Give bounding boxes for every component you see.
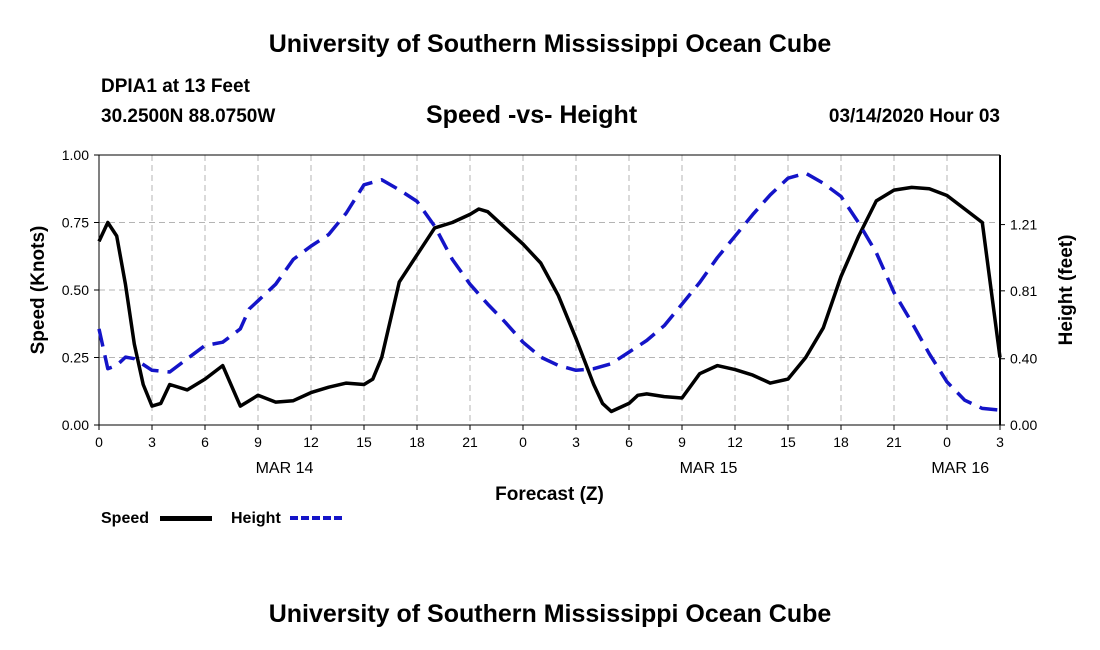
axis-labels: 0 3 6 9 12 15 18 21 0 3 6 9 12 15 18 21 0 3 0.00 0.25 0.50 0.… — [28, 147, 1077, 505]
date-label: MAR 14 — [256, 460, 314, 477]
x-tick-label: 18 — [833, 434, 849, 450]
station-label: DPIA1 at 13 Feet — [101, 76, 250, 97]
y-tick-label: 0.75 — [62, 215, 89, 231]
date-label: MAR 15 — [680, 460, 738, 477]
legend-height-label: Height — [231, 510, 281, 527]
y2-tick-label: 0.81 — [1010, 283, 1037, 299]
x-tick-label: 12 — [303, 434, 319, 450]
x-tick-label: 9 — [254, 434, 262, 450]
x-tick-label: 6 — [201, 434, 209, 450]
legend-speed-swatch — [160, 516, 212, 521]
axes — [94, 154, 1005, 430]
x-tick-label: 3 — [572, 434, 580, 450]
run-time: 03/14/2020 Hour 03 — [828, 106, 1000, 127]
x-tick-label: 15 — [780, 434, 796, 450]
y-tick-label: 0.25 — [62, 350, 89, 366]
footer-title: University of Southern Mississippi Ocean… — [268, 600, 832, 628]
x-tick-label: 15 — [356, 434, 372, 450]
x-tick-label: 0 — [943, 434, 951, 450]
x-tick-label: 3 — [148, 434, 156, 450]
x-tick-label: 21 — [462, 434, 478, 450]
x-axis-title: Forecast (Z) — [495, 484, 604, 505]
page-title: University of Southern Mississippi Ocean… — [268, 30, 832, 58]
station-coordinates: 30.2500N 88.0750W — [101, 106, 276, 127]
x-tick-label: 0 — [519, 434, 527, 450]
legend-height-swatch — [290, 516, 342, 520]
x-tick-label: 9 — [678, 434, 686, 450]
x-tick-label: 0 — [95, 434, 103, 450]
y-tick-label: 1.00 — [62, 147, 89, 163]
y-axis-title: Speed (Knots) — [28, 226, 49, 355]
legend-speed-label: Speed — [101, 510, 150, 527]
date-label: MAR 16 — [931, 460, 989, 477]
x-tick-label: 12 — [727, 434, 743, 450]
y2-tick-label: 0.00 — [1010, 417, 1037, 433]
y2-tick-label: 0.40 — [1010, 351, 1037, 367]
y-tick-label: 0.00 — [62, 417, 89, 433]
x-tick-label: 6 — [625, 434, 633, 450]
y-tick-label: 0.50 — [62, 282, 89, 298]
x-tick-label: 3 — [996, 434, 1004, 450]
grid — [99, 155, 1000, 425]
series-layer — [97, 171, 1002, 414]
speed-line — [97, 185, 1002, 414]
y2-tick-label: 1.21 — [1010, 217, 1037, 233]
chart-title: Speed -vs- Height — [426, 101, 638, 129]
y2-axis-title: Height (feet) — [1056, 235, 1077, 346]
x-tick-label: 18 — [409, 434, 425, 450]
x-tick-label: 21 — [886, 434, 902, 450]
height-line — [97, 171, 1001, 412]
